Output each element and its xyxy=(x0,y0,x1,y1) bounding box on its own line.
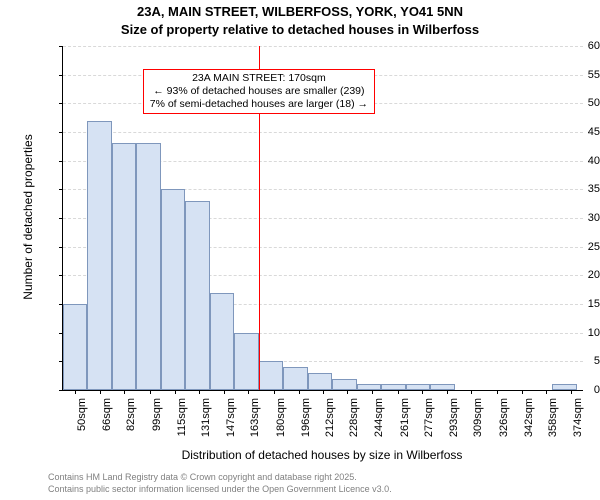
chart-title: 23A, MAIN STREET, WILBERFOSS, YORK, YO41… xyxy=(0,4,600,20)
histogram-bar xyxy=(112,143,136,390)
histogram-bar xyxy=(406,384,430,390)
x-axis-label: Distribution of detached houses by size … xyxy=(62,448,582,462)
x-tick-label: 147sqm xyxy=(225,398,237,448)
x-tick-label: 374sqm xyxy=(572,398,584,448)
x-tick-mark xyxy=(299,390,300,394)
y-tick-label: 15 xyxy=(546,298,600,310)
x-tick-mark xyxy=(248,390,249,394)
y-tick-label: 35 xyxy=(546,183,600,195)
x-tick-mark xyxy=(224,390,225,394)
x-tick-mark xyxy=(274,390,275,394)
x-tick-label: 66sqm xyxy=(101,398,113,448)
x-tick-label: 228sqm xyxy=(348,398,360,448)
x-tick-label: 50sqm xyxy=(76,398,88,448)
x-tick-label: 99sqm xyxy=(151,398,163,448)
x-tick-label: 342sqm xyxy=(523,398,535,448)
x-tick-label: 277sqm xyxy=(423,398,435,448)
y-tick-mark xyxy=(59,46,63,47)
credit-line-2: Contains public sector information licen… xyxy=(48,484,392,494)
credit-line-1: Contains HM Land Registry data © Crown c… xyxy=(48,472,357,482)
histogram-bar xyxy=(308,373,332,390)
histogram-bar xyxy=(185,201,209,390)
x-tick-mark xyxy=(372,390,373,394)
x-tick-label: 163sqm xyxy=(249,398,261,448)
y-axis-label: Number of detached properties xyxy=(21,117,35,317)
x-tick-mark xyxy=(100,390,101,394)
x-tick-mark xyxy=(398,390,399,394)
y-tick-label: 10 xyxy=(546,327,600,339)
x-tick-mark xyxy=(75,390,76,394)
y-tick-mark xyxy=(59,218,63,219)
y-tick-mark xyxy=(59,103,63,104)
histogram-bar xyxy=(283,367,307,390)
y-tick-mark xyxy=(59,275,63,276)
annotation-box: 23A MAIN STREET: 170sqm← 93% of detached… xyxy=(143,69,375,114)
x-tick-label: 261sqm xyxy=(399,398,411,448)
histogram-bar xyxy=(259,361,283,390)
annotation-line: ← 93% of detached houses are smaller (23… xyxy=(150,85,368,98)
histogram-bar xyxy=(430,384,454,390)
chart-container: 23A, MAIN STREET, WILBERFOSS, YORK, YO41… xyxy=(0,0,600,500)
y-tick-label: 5 xyxy=(546,355,600,367)
x-tick-label: 180sqm xyxy=(275,398,287,448)
x-tick-mark xyxy=(471,390,472,394)
x-tick-label: 115sqm xyxy=(176,398,188,448)
y-tick-mark xyxy=(59,132,63,133)
x-tick-mark xyxy=(175,390,176,394)
x-tick-label: 82sqm xyxy=(125,398,137,448)
y-tick-label: 0 xyxy=(546,384,600,396)
y-tick-mark xyxy=(59,161,63,162)
histogram-bar xyxy=(63,304,87,390)
x-tick-label: 309sqm xyxy=(472,398,484,448)
x-tick-label: 326sqm xyxy=(498,398,510,448)
y-tick-mark xyxy=(59,390,63,391)
histogram-bar xyxy=(332,379,356,390)
x-tick-mark xyxy=(497,390,498,394)
x-tick-mark xyxy=(150,390,151,394)
histogram-bar xyxy=(234,333,258,390)
annotation-line: 23A MAIN STREET: 170sqm xyxy=(150,72,368,85)
plot-area: 23A MAIN STREET: 170sqm← 93% of detached… xyxy=(62,46,583,391)
y-tick-mark xyxy=(59,75,63,76)
y-tick-mark xyxy=(59,189,63,190)
x-tick-label: 196sqm xyxy=(300,398,312,448)
x-tick-mark xyxy=(447,390,448,394)
x-tick-mark xyxy=(422,390,423,394)
y-tick-label: 20 xyxy=(546,269,600,281)
x-tick-label: 212sqm xyxy=(324,398,336,448)
histogram-bar xyxy=(381,384,405,390)
x-tick-mark xyxy=(522,390,523,394)
y-tick-label: 40 xyxy=(546,155,600,167)
histogram-bar xyxy=(357,384,381,390)
x-tick-mark xyxy=(124,390,125,394)
y-tick-label: 25 xyxy=(546,241,600,253)
x-tick-label: 131sqm xyxy=(200,398,212,448)
x-tick-mark xyxy=(199,390,200,394)
histogram-bar xyxy=(136,143,160,390)
y-tick-label: 55 xyxy=(546,69,600,81)
y-gridline xyxy=(63,132,583,133)
y-tick-label: 50 xyxy=(546,97,600,109)
y-tick-label: 60 xyxy=(546,40,600,52)
y-tick-mark xyxy=(59,247,63,248)
histogram-bar xyxy=(87,121,111,390)
y-gridline xyxy=(63,46,583,47)
x-tick-mark xyxy=(323,390,324,394)
histogram-bar xyxy=(161,189,185,390)
x-tick-label: 358sqm xyxy=(547,398,559,448)
y-tick-label: 30 xyxy=(546,212,600,224)
x-tick-label: 244sqm xyxy=(373,398,385,448)
annotation-line: 7% of semi-detached houses are larger (1… xyxy=(150,98,368,111)
x-tick-mark xyxy=(347,390,348,394)
x-tick-label: 293sqm xyxy=(448,398,460,448)
y-tick-label: 45 xyxy=(546,126,600,138)
chart-subtitle: Size of property relative to detached ho… xyxy=(0,22,600,38)
histogram-bar xyxy=(210,293,234,390)
